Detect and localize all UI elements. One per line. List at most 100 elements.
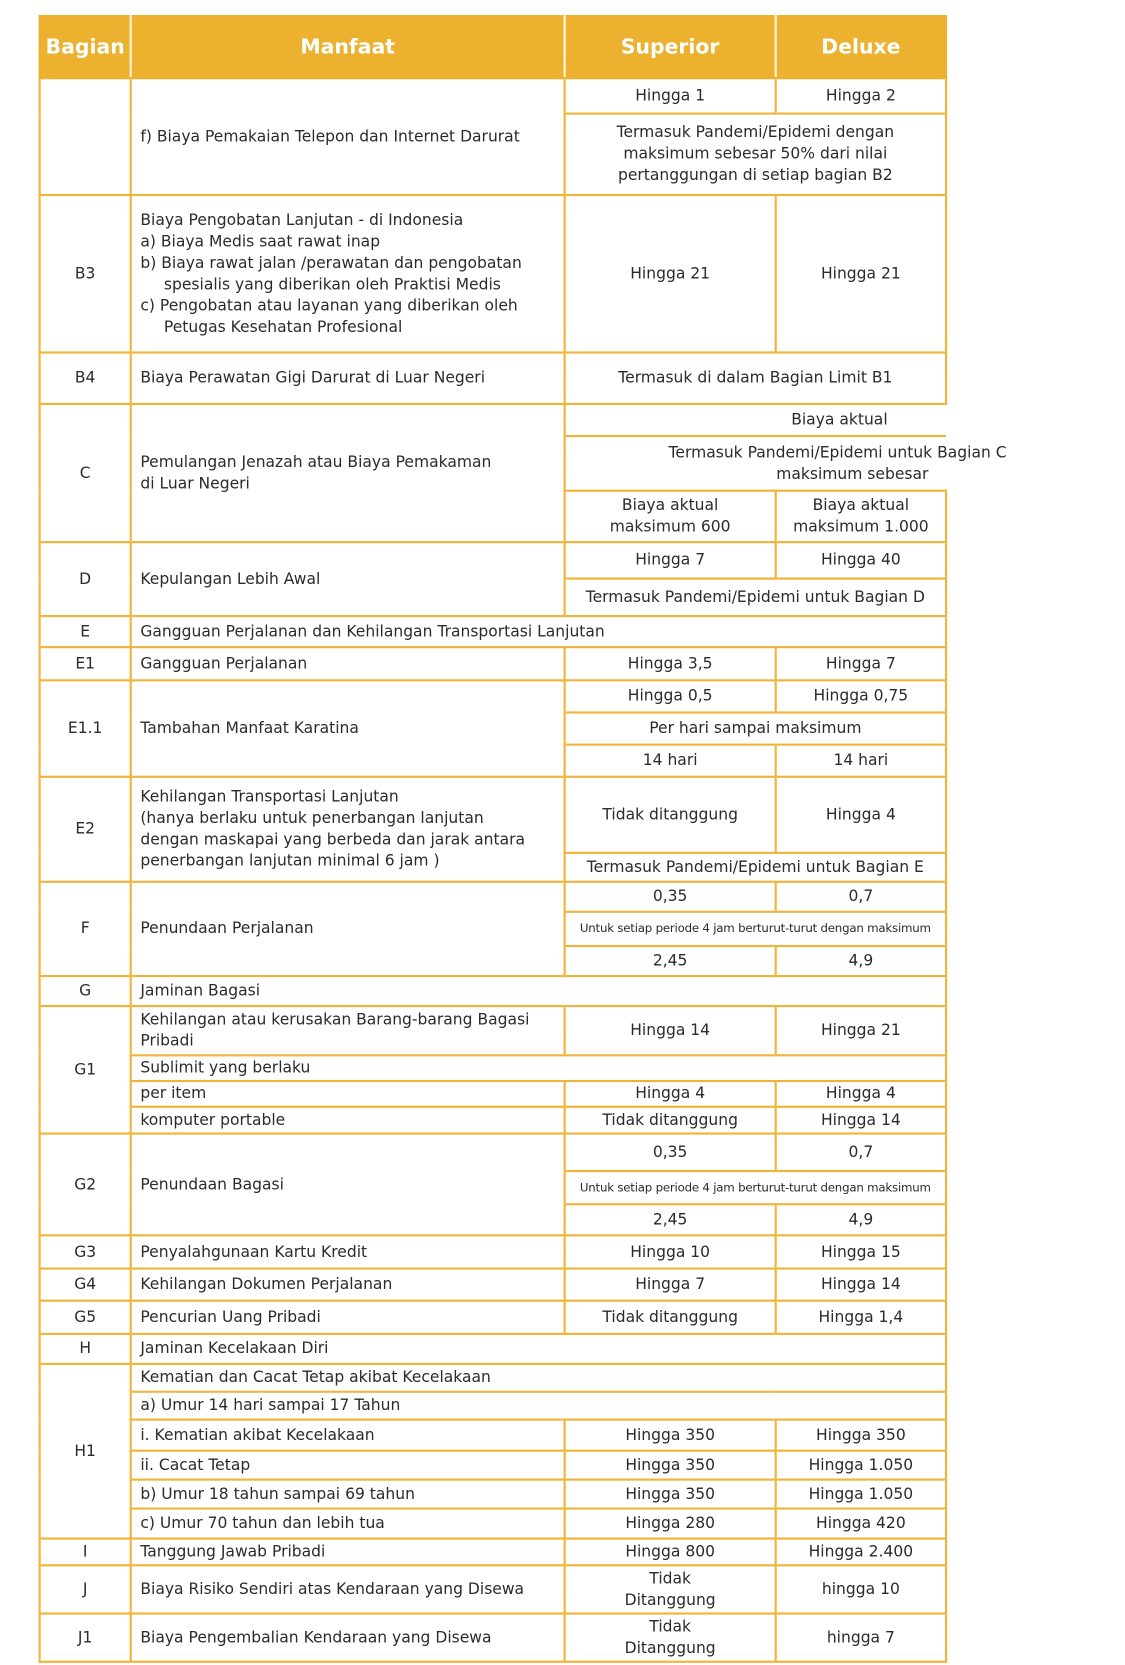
note-line: maksimum sebesar [776,465,929,483]
bagian-cell: G2 [38,1132,132,1237]
note-cell: Termasuk Pandemi/Epidemi untuk Bagian D [563,577,948,618]
table-row: Termasuk Pandemi/Epidemi dengan maksimum … [40,112,948,197]
table-row: J1 Biaya Pengembalian Kendaraan yang Dis… [38,1612,948,1663]
subsection-title: Kematian dan Cacat Tetap akibat Kecelaka… [129,1362,948,1393]
deluxe-cell: 0,7 [774,1132,948,1173]
deluxe-cell: hingga 10 [774,1564,948,1615]
value-line: Tidak [649,1618,692,1636]
bagian-cell: C [38,402,132,544]
deluxe-cell: Hingga 4 [774,1079,948,1108]
manfaat-cell: Kehilangan Transportasi Lanjutan (hanya b… [129,775,566,883]
bagian-cell: G1 [38,1004,132,1135]
note-cell: Termasuk Pandemi/Epidemi dengan maksimum … [563,112,948,197]
value-line: maksimum 1.000 [793,518,929,536]
superior-cell: 2,45 [563,1203,777,1237]
deluxe-cell: 14 hari [774,743,948,778]
superior-cell: Hingga 350 [563,1449,777,1481]
manfaat-line: Kehilangan Transportasi Lanjutan [140,788,399,806]
bagian-cell: D [38,541,132,618]
manfaat-cell: Biaya Perawatan Gigi Darurat di Luar Neg… [129,351,566,405]
table-row: J Biaya Risiko Sendiri atas Kendaraan ya… [38,1564,948,1615]
table-row: Biaya aktual maksimum 600 Biaya aktual mak… [40,489,948,544]
superior-cell: Hingga 280 [563,1507,777,1540]
table-row: c) Umur 70 tahun dan lebih tua Hingga 28… [40,1507,948,1540]
manfaat-cell: Tanggung Jawab Pribadi [129,1537,566,1567]
header-bagian: Bagian [38,14,132,80]
manfaat-cell: i. Kematian akibat Kecelakaan [129,1418,566,1452]
manfaat-cell: Biaya Risiko Sendiri atas Kendaraan yang… [129,1564,566,1615]
manfaat-cell: Biaya Pengembalian Kendaraan yang Disewa [129,1612,566,1663]
bagian-cell [38,77,132,197]
benefits-table: Bagian Manfaat Superior Deluxe f) Biaya … [38,14,1007,1663]
manfaat-cell: Kehilangan Dokumen Perjalanan [129,1267,566,1302]
table-row: 2,45 4,9 [40,944,948,978]
manfaat-cell: Pencurian Uang Pribadi [129,1299,566,1335]
deluxe-cell: Hingga 21 [774,1004,948,1057]
deluxe-cell: Hingga 2.400 [774,1537,948,1567]
header-superior: Superior [563,14,777,80]
deluxe-cell: Biaya aktual maksimum 1.000 [774,489,948,544]
note-line: Termasuk Pandemi/Epidemi untuk Bagian C [668,444,1007,462]
deluxe-cell: Hingga 40 [774,541,948,580]
deluxe-cell: hingga 7 [774,1612,948,1663]
table-row: Sublimit yang berlaku [40,1054,948,1083]
superior-cell: Tidak ditanggung [563,1299,777,1335]
manfaat-line: Biaya Pengobatan Lanjutan - di Indonesia [140,211,464,229]
manfaat-line: Pribadi [140,1032,194,1050]
value-line: maksimum 600 [609,518,731,536]
note-cell: Termasuk Pandemi/Epidemi untuk Bagian C m… [563,434,1007,492]
value-cell: Termasuk di dalam Bagian Limit B1 [563,351,948,405]
section-title: Jaminan Bagasi [129,974,948,1008]
manfaat-line: (hanya berlaku untuk penerbangan lanjuta… [140,809,484,828]
manfaat-cell: Kepulangan Lebih Awal [129,541,566,618]
superior-cell: Hingga 7 [563,541,777,580]
note-cell: Untuk setiap periode 4 jam berturut-turu… [563,1169,948,1206]
superior-cell: Hingga 800 [563,1537,777,1567]
manfaat-cell: Gangguan Perjalanan [129,646,566,682]
superior-cell: 0,35 [563,880,777,913]
table-row: G2 Penundaan Bagasi 0,35 0,7 [38,1132,948,1237]
superior-cell: Hingga 4 [563,1079,777,1108]
manfaat-line: penerbangan lanjutan minimal 6 jam ) [140,852,440,870]
manfaat-cell: f) Biaya Pemakaian Telepon dan Internet … [129,77,566,197]
bagian-cell: B4 [38,351,132,405]
bagian-cell: B3 [38,193,132,354]
manfaat-line: c) Pengobatan atau layanan yang diberika… [140,297,518,336]
bagian-cell: I [38,1537,132,1567]
manfaat-cell: Tambahan Manfaat Karatina [129,679,566,778]
table-row: G5 Pencurian Uang Pribadi Tidak ditanggu… [38,1299,948,1335]
manfaat-cell: Kehilangan atau kerusakan Barang-barang … [129,1004,566,1057]
bagian-cell: G5 [38,1299,132,1335]
value-line: Biaya aktual [812,497,910,515]
manfaat-cell: Biaya Pengobatan Lanjutan - di Indonesia… [129,193,566,354]
superior-cell: 14 hari [563,743,777,778]
table-row: G3 Penyalahgunaan Kartu Kredit Hingga 10… [38,1234,948,1270]
bagian-cell: E2 [38,775,132,883]
section-title: Gangguan Perjalanan dan Kehilangan Trans… [129,614,948,649]
bagian-cell: J1 [38,1612,132,1663]
table-row: Per hari sampai maksimum [40,711,948,746]
superior-cell: Hingga 350 [563,1478,777,1510]
table-row: H Jaminan Kecelakaan Diri [38,1332,948,1365]
manfaat-cell: Penundaan Perjalanan [129,880,566,978]
value-line: Tidak [649,1570,692,1588]
deluxe-cell: Hingga 14 [774,1267,948,1302]
manfaat-line: a) Biaya Medis saat rawat inap [140,233,381,251]
header-manfaat: Manfaat [129,14,566,80]
deluxe-cell: Hingga 0,75 [774,679,948,714]
superior-cell: Tidak ditanggung [563,775,777,854]
table-row: G1 Kehilangan atau kerusakan Barang-bara… [38,1004,948,1135]
section-title: Jaminan Kecelakaan Diri [129,1332,948,1365]
deluxe-cell: 0,7 [774,880,948,913]
table-row: G4 Kehilangan Dokumen Perjalanan Hingga … [38,1267,948,1302]
table-row: I Tanggung Jawab Pribadi Hingga 800 Hing… [38,1537,948,1567]
manfaat-line: dengan maskapai yang berbeda dan jarak a… [140,831,526,849]
manfaat-line: Kehilangan atau kerusakan Barang-barang … [140,1011,530,1029]
deluxe-cell: Hingga 1.050 [774,1449,948,1481]
table-row: a) Umur 14 hari sampai 17 Tahun [40,1390,948,1421]
table-row: ii. Cacat Tetap Hingga 350 Hingga 1.050 [40,1449,948,1481]
sublimit-label: Sublimit yang berlaku [129,1054,948,1083]
note-line: pertanggungan di setiap bagian B2 [617,167,893,185]
header-deluxe: Deluxe [774,14,948,80]
superior-cell: Hingga 1 [563,77,777,115]
